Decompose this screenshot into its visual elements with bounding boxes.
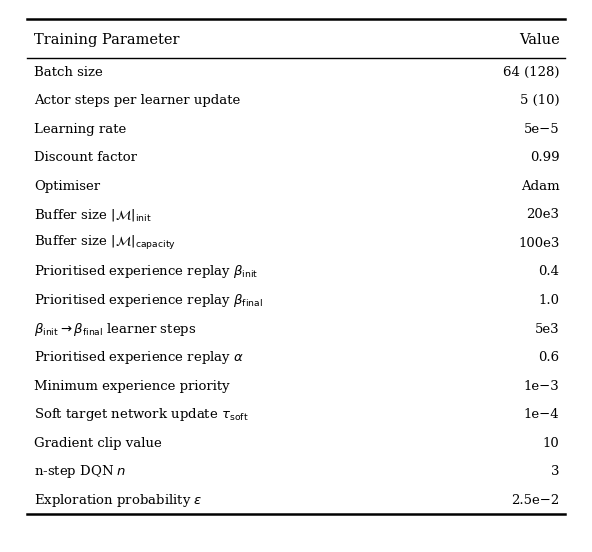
Text: 5 (10): 5 (10) (520, 94, 559, 107)
Text: Exploration probability $\epsilon$: Exploration probability $\epsilon$ (34, 492, 203, 509)
Text: 1e−3: 1e−3 (524, 380, 559, 392)
Text: 100e3: 100e3 (518, 237, 559, 250)
Text: Batch size: Batch size (34, 66, 103, 79)
Text: Minimum experience priority: Minimum experience priority (34, 380, 230, 392)
Text: Discount factor: Discount factor (34, 151, 137, 164)
Text: Soft target network update $\tau_{\mathrm{soft}}$: Soft target network update $\tau_{\mathr… (34, 406, 249, 423)
Text: Training Parameter: Training Parameter (34, 33, 180, 47)
Text: 0.6: 0.6 (538, 351, 559, 364)
Text: Value: Value (519, 33, 559, 47)
Text: $\beta_{\mathrm{init}} \rightarrow \beta_{\mathrm{final}}$ learner steps: $\beta_{\mathrm{init}} \rightarrow \beta… (34, 321, 197, 337)
Text: n-step DQN $n$: n-step DQN $n$ (34, 463, 127, 480)
Text: Prioritised experience replay $\beta_{\mathrm{final}}$: Prioritised experience replay $\beta_{\m… (34, 292, 263, 309)
Text: 64 (128): 64 (128) (503, 66, 559, 79)
Text: 3: 3 (551, 465, 559, 478)
Text: 5e−5: 5e−5 (524, 123, 559, 136)
Text: Gradient clip value: Gradient clip value (34, 437, 162, 450)
Text: 0.4: 0.4 (539, 266, 559, 278)
Text: 20e3: 20e3 (526, 209, 559, 221)
Text: 1e−4: 1e−4 (524, 408, 559, 421)
Text: Learning rate: Learning rate (34, 123, 127, 136)
Text: Optimiser: Optimiser (34, 180, 101, 193)
Text: Buffer size $|\mathcal{M}|_{\mathrm{init}}$: Buffer size $|\mathcal{M}|_{\mathrm{init… (34, 207, 152, 223)
Text: 5e3: 5e3 (535, 322, 559, 336)
Text: 0.99: 0.99 (530, 151, 559, 164)
Text: Actor steps per learner update: Actor steps per learner update (34, 94, 240, 107)
Text: 1.0: 1.0 (539, 294, 559, 307)
Text: Adam: Adam (521, 180, 559, 193)
Text: Prioritised experience replay $\alpha$: Prioritised experience replay $\alpha$ (34, 349, 244, 366)
Text: 2.5e−2: 2.5e−2 (511, 493, 559, 507)
Text: Buffer size $|\mathcal{M}|_{\mathrm{capacity}}$: Buffer size $|\mathcal{M}|_{\mathrm{capa… (34, 235, 176, 252)
Text: 10: 10 (543, 437, 559, 450)
Text: Prioritised experience replay $\beta_{\mathrm{init}}$: Prioritised experience replay $\beta_{\m… (34, 263, 259, 280)
